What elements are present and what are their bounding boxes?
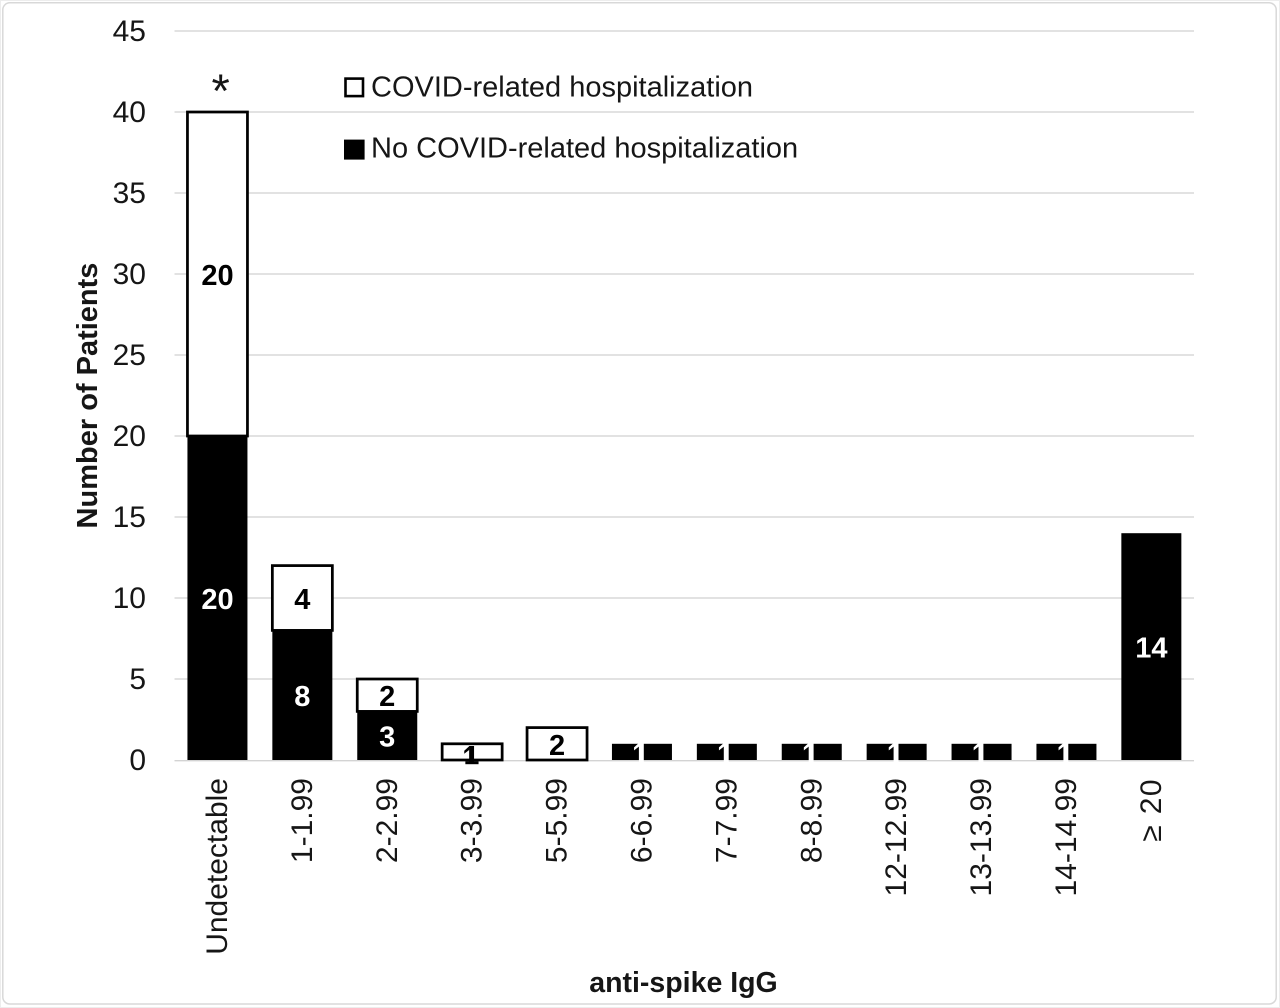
svg-text:45: 45 <box>113 15 146 48</box>
svg-text:7-7.99: 7-7.99 <box>710 778 743 863</box>
svg-text:Undetectable: Undetectable <box>201 778 234 955</box>
svg-text:8-8.99: 8-8.99 <box>795 778 828 863</box>
svg-text:5-5.99: 5-5.99 <box>541 778 574 863</box>
svg-text:14-14.99: 14-14.99 <box>1050 778 1083 896</box>
svg-text:20: 20 <box>201 260 233 292</box>
svg-text:6-6.99: 6-6.99 <box>625 778 658 863</box>
svg-text:≥ 20: ≥ 20 <box>1135 778 1168 842</box>
svg-text:20: 20 <box>201 584 233 616</box>
svg-text:25: 25 <box>113 339 146 372</box>
svg-text:5: 5 <box>129 663 146 696</box>
svg-text:14: 14 <box>1135 633 1167 665</box>
svg-text:35: 35 <box>113 177 146 210</box>
svg-text:12-12.99: 12-12.99 <box>880 778 913 896</box>
svg-text:3-3.99: 3-3.99 <box>456 778 489 863</box>
svg-text:4: 4 <box>294 584 310 616</box>
svg-text:anti-spike IgG: anti-spike IgG <box>589 967 777 999</box>
svg-text:8: 8 <box>294 681 310 713</box>
svg-text:Number of Patients: Number of Patients <box>72 263 104 529</box>
svg-text:0: 0 <box>129 744 146 777</box>
svg-text:3: 3 <box>379 722 395 754</box>
svg-text:2: 2 <box>379 681 395 713</box>
svg-text:20: 20 <box>113 420 146 453</box>
svg-text:40: 40 <box>113 96 146 129</box>
svg-text:1-1.99: 1-1.99 <box>286 778 319 863</box>
svg-text:*: * <box>211 64 229 117</box>
svg-text:30: 30 <box>113 258 146 291</box>
svg-text:2-2.99: 2-2.99 <box>371 778 404 863</box>
svg-text:13-13.99: 13-13.99 <box>965 778 998 896</box>
svg-text:15: 15 <box>113 501 146 534</box>
svg-text:No COVID-related hospitalizati: No COVID-related hospitalization <box>371 132 798 164</box>
svg-text:2: 2 <box>549 730 565 762</box>
svg-text:10: 10 <box>113 582 146 615</box>
svg-text:COVID-related hospitalization: COVID-related hospitalization <box>371 72 753 104</box>
